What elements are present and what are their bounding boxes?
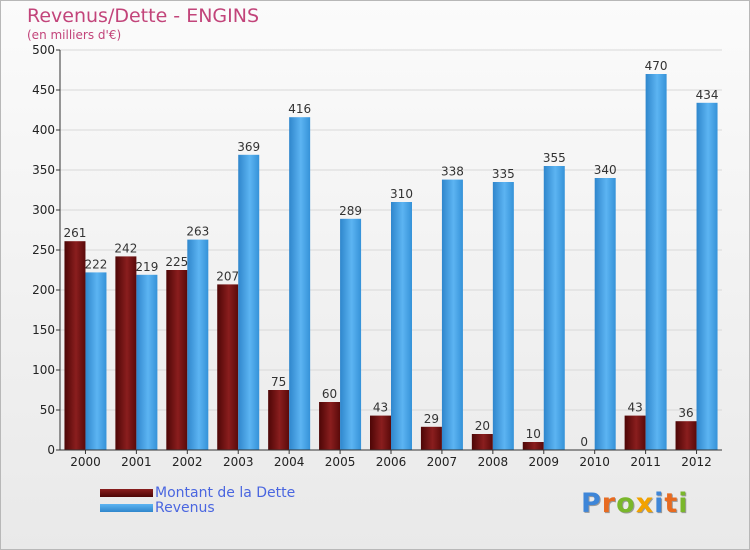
data-label-debt: 10 xyxy=(526,427,541,441)
data-label-revenue: 434 xyxy=(696,88,719,102)
y-tick-label: 50 xyxy=(40,403,55,417)
y-tick-label: 150 xyxy=(32,323,55,337)
proxiti-logo: Proxiti xyxy=(581,488,689,519)
x-tick-label: 2008 xyxy=(478,455,509,469)
bar-revenue xyxy=(391,202,412,450)
bar-debt xyxy=(420,426,442,450)
data-label-revenue: 338 xyxy=(441,165,464,179)
y-tick-label: 100 xyxy=(32,363,55,377)
data-label-revenue: 355 xyxy=(543,151,566,165)
y-tick-label: 350 xyxy=(32,163,55,177)
bar-revenue xyxy=(187,239,209,450)
logo-letter: i xyxy=(654,488,665,519)
y-tick-label: 250 xyxy=(32,243,55,257)
y-tick-label: 450 xyxy=(32,83,55,97)
data-label-revenue: 340 xyxy=(594,163,617,177)
y-tick-label: 500 xyxy=(32,43,55,57)
bar-debt xyxy=(268,390,290,450)
bars xyxy=(64,74,718,451)
bar-revenue xyxy=(492,182,514,450)
x-tick-label: 2010 xyxy=(579,455,610,469)
data-label-debt: 242 xyxy=(114,241,137,255)
x-tick-label: 2003 xyxy=(223,455,254,469)
x-tick-label: 2011 xyxy=(630,455,661,469)
data-label-debt: 0 xyxy=(580,435,588,449)
bar-debt xyxy=(115,256,137,450)
data-label-debt: 43 xyxy=(627,401,642,415)
chart-title: Revenus/Dette - ENGINS xyxy=(27,5,260,27)
x-tick-label: 2012 xyxy=(681,455,712,469)
data-label-debt: 261 xyxy=(64,226,87,240)
legend-swatch-debt xyxy=(100,489,153,497)
bar-revenue xyxy=(543,166,565,450)
data-label-revenue: 289 xyxy=(339,204,362,218)
logo-letter: t xyxy=(664,488,679,519)
data-label-debt: 60 xyxy=(322,387,337,401)
logo-letter: r xyxy=(601,488,617,519)
bar-debt xyxy=(370,415,391,450)
bar-revenue xyxy=(289,117,311,450)
logo-letter: i xyxy=(678,488,689,519)
bar-revenue xyxy=(441,179,463,450)
data-label-revenue: 335 xyxy=(492,167,515,181)
x-tick-label: 2004 xyxy=(274,455,305,469)
x-tick-label: 2002 xyxy=(172,455,203,469)
bar-revenue xyxy=(645,74,667,450)
data-label-revenue: 369 xyxy=(237,140,260,154)
y-tick-label: 0 xyxy=(47,443,55,457)
data-label-debt: 75 xyxy=(271,375,286,389)
bar-revenue xyxy=(136,274,158,450)
logo-letter: o xyxy=(616,488,636,519)
legend-label-revenue: Revenus xyxy=(155,500,215,516)
data-label-debt: 43 xyxy=(373,401,388,415)
y-tick-label: 200 xyxy=(32,283,55,297)
bar-debt xyxy=(675,421,697,450)
logo-letter: x xyxy=(635,488,655,519)
data-label-debt: 225 xyxy=(165,255,188,269)
bar-debt xyxy=(166,270,188,450)
data-label-revenue: 310 xyxy=(390,187,413,201)
legend-label-debt: Montant de la Dette xyxy=(155,485,296,501)
data-label-revenue: 222 xyxy=(85,257,108,271)
logo-letter: P xyxy=(581,488,602,519)
bar-revenue xyxy=(238,154,260,451)
data-label-debt: 20 xyxy=(475,419,490,433)
x-tick-label: 2007 xyxy=(427,455,458,469)
data-label-revenue: 219 xyxy=(135,260,158,274)
data-label-debt: 207 xyxy=(216,269,239,283)
x-tick-label: 2000 xyxy=(70,455,101,469)
data-label-revenue: 470 xyxy=(645,59,668,73)
chart-subtitle: (en milliers d'€) xyxy=(27,28,122,42)
bar-debt xyxy=(471,434,493,450)
bar-revenue xyxy=(594,178,616,450)
bar-debt xyxy=(64,241,86,450)
x-tick-label: 2006 xyxy=(376,455,407,469)
data-label-revenue: 263 xyxy=(186,225,209,239)
y-tick-label: 400 xyxy=(32,123,55,137)
data-label-debt: 29 xyxy=(424,412,439,426)
bar-revenue xyxy=(696,102,718,451)
bar-debt xyxy=(217,284,239,450)
bar-debt xyxy=(319,402,341,450)
bar-debt xyxy=(522,442,544,450)
data-label-debt: 36 xyxy=(678,406,693,420)
data-label-revenue: 416 xyxy=(288,102,311,116)
bar-revenue xyxy=(85,272,107,450)
bar-revenue xyxy=(340,218,362,450)
bar-debt xyxy=(624,415,646,450)
x-tick-label: 2009 xyxy=(528,455,559,469)
data-labels: 261 222 242 219 225 263 207 369 75 416 60 289 43 310 2… xyxy=(64,59,719,449)
x-tick-label: 2001 xyxy=(121,455,152,469)
legend-swatch-revenue xyxy=(100,504,153,512)
x-tick-label: 2005 xyxy=(325,455,356,469)
y-tick-label: 300 xyxy=(32,203,55,217)
